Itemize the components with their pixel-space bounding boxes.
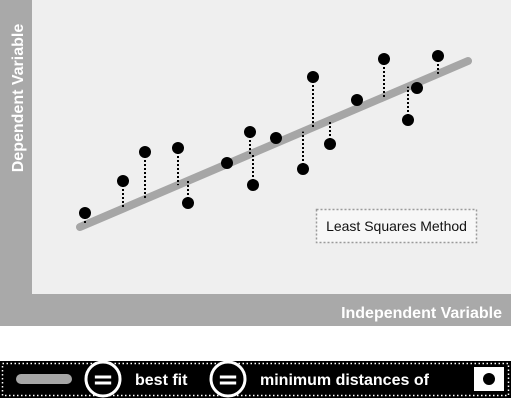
equals-circle-2 xyxy=(209,360,247,398)
method-label: Least Squares Method xyxy=(326,218,467,234)
data-point xyxy=(270,132,282,144)
legend-bar xyxy=(0,361,511,398)
legend: = best fit = minimum distances of xyxy=(0,360,511,398)
method-label-frame xyxy=(315,208,478,244)
data-point xyxy=(402,114,414,126)
data-point xyxy=(244,126,256,138)
legend-dotted-frame xyxy=(1,362,510,397)
equals-circle-1 xyxy=(84,360,122,398)
y-axis-title: Dependent Variable xyxy=(10,24,27,173)
method-label-box: Least Squares Method xyxy=(315,208,478,244)
best-fit-line xyxy=(76,57,472,231)
x-axis-title: Independent Variable xyxy=(341,305,502,322)
data-point xyxy=(172,142,184,154)
data-point xyxy=(139,146,151,158)
data-point xyxy=(351,94,363,106)
data-point xyxy=(324,138,336,150)
equals-sign-2: = xyxy=(217,365,239,395)
legend-fit-line-swatch xyxy=(16,374,72,384)
data-point xyxy=(378,53,390,65)
legend-point-symbol xyxy=(483,373,495,385)
data-point xyxy=(307,71,319,83)
data-point xyxy=(432,50,444,62)
data-point xyxy=(79,207,91,219)
data-points xyxy=(79,50,444,219)
equals-sign-1: = xyxy=(92,365,114,395)
data-point xyxy=(182,197,194,209)
data-point xyxy=(411,82,423,94)
legend-best-fit: best fit xyxy=(135,372,188,389)
data-point xyxy=(297,163,309,175)
data-point xyxy=(117,175,129,187)
legend-minimum-distances: minimum distances of xyxy=(260,372,430,389)
data-point xyxy=(221,157,233,169)
data-point xyxy=(247,179,259,191)
